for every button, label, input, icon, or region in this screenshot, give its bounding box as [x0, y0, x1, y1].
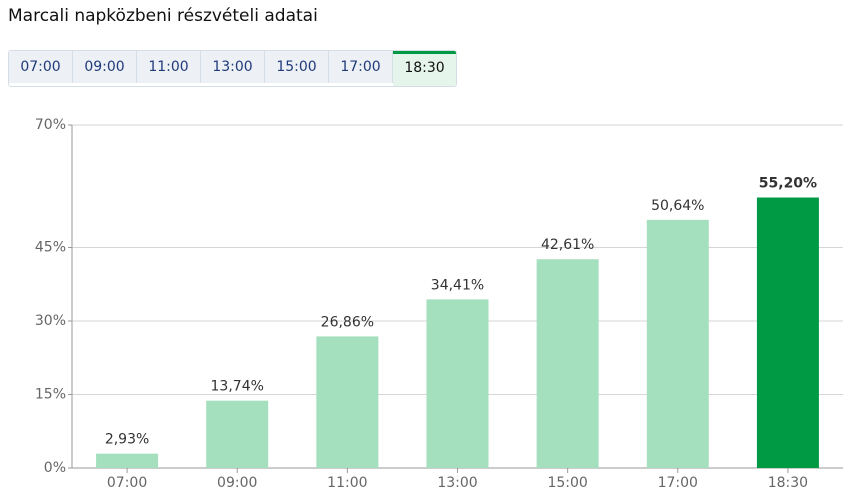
bar — [646, 219, 709, 468]
bar — [206, 400, 269, 468]
y-tick-label: 0% — [44, 460, 66, 476]
time-tab[interactable]: 07:00 — [9, 51, 73, 83]
bar — [316, 336, 379, 468]
x-tick-label: 07:00 — [107, 475, 147, 491]
y-tick-label: 15% — [35, 387, 66, 403]
data-label: 55,20% — [759, 176, 817, 192]
x-tick-label: 11:00 — [327, 475, 367, 491]
bar — [536, 259, 599, 468]
time-tab[interactable]: 09:00 — [73, 51, 137, 83]
x-tick-label: 09:00 — [217, 475, 257, 491]
time-tab[interactable]: 15:00 — [265, 51, 329, 83]
data-label: 13,74% — [211, 379, 264, 395]
x-tick-label: 13:00 — [437, 475, 477, 491]
time-tab[interactable]: 13:00 — [201, 51, 265, 83]
bar — [96, 453, 159, 468]
x-tick-label: 15:00 — [547, 475, 587, 491]
y-tick-label: 45% — [35, 240, 66, 256]
x-tick-label: 17:00 — [658, 475, 698, 491]
data-label: 26,86% — [321, 314, 374, 330]
time-tab[interactable]: 17:00 — [329, 51, 393, 83]
data-label: 50,64% — [651, 198, 704, 214]
x-tick-label: 18:30 — [768, 475, 808, 491]
y-tick-label: 30% — [35, 313, 66, 329]
y-tick-label: 70% — [35, 117, 66, 133]
data-label: 2,93% — [105, 432, 149, 448]
bar — [756, 197, 819, 468]
time-tab[interactable]: 18:30 — [393, 51, 456, 86]
page-title: Marcali napközbeni részvételi adatai — [8, 6, 318, 26]
data-label: 34,41% — [431, 277, 484, 293]
tab-bar: 07:00 09:00 11:00 13:00 15:00 17:00 18:30 — [8, 50, 457, 87]
time-tab[interactable]: 11:00 — [137, 51, 201, 83]
data-label: 42,61% — [541, 237, 594, 253]
bar — [426, 299, 489, 468]
